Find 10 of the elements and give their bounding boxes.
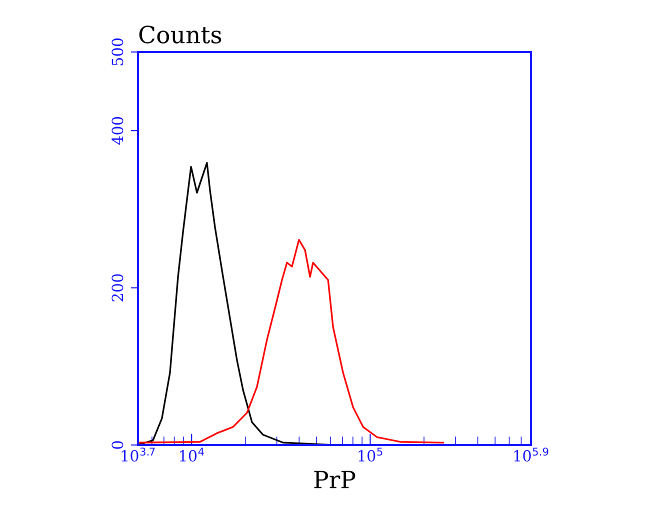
x-axis-title: PrP bbox=[314, 470, 356, 488]
x-tick-label: 10$^{3.7}$ bbox=[122, 448, 155, 462]
y-tick-label: 0 bbox=[112, 441, 124, 449]
x-tick-label: 10$^{4}$ bbox=[180, 448, 204, 462]
y-tick-label: 500 bbox=[112, 38, 124, 66]
x-tick-label: 10$^{5.9}$ bbox=[514, 448, 548, 462]
x-tick-label: 10$^{5}$ bbox=[358, 448, 382, 462]
y-tick-label: 200 bbox=[112, 274, 124, 302]
y-tick-label: 400 bbox=[112, 117, 124, 145]
y-axis-title: Counts bbox=[139, 26, 222, 44]
